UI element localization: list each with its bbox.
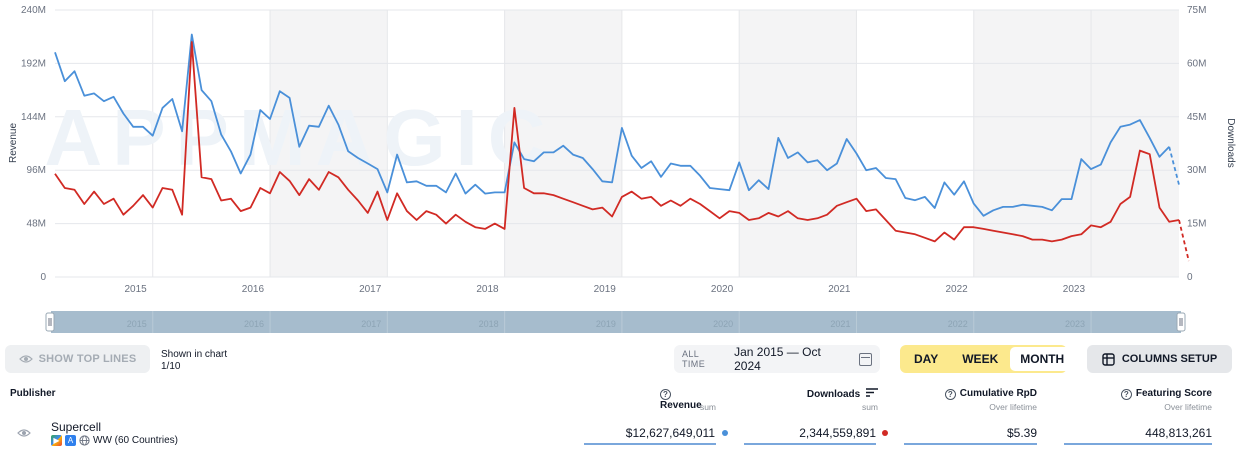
navigator-year-label: 2017 bbox=[361, 319, 381, 329]
left-tick-label: 240M bbox=[21, 5, 46, 16]
navigator-year-label: 2019 bbox=[596, 319, 616, 329]
header-downloads-sub: sum bbox=[861, 402, 878, 412]
right-tick-label: 45M bbox=[1187, 112, 1206, 123]
downloads-legend-dot bbox=[882, 430, 888, 436]
header-revenue-label: Revenue bbox=[660, 400, 702, 411]
revenue-legend-dot bbox=[722, 430, 728, 436]
right-tick-label: 15M bbox=[1187, 219, 1206, 230]
navigator-year-label: 2021 bbox=[830, 319, 850, 329]
revenue-downloads-chart[interactable]: APPMAGIC 0 48M 96M 144M 192M 240M 0 15M 30M 45M 6… bbox=[0, 0, 1240, 300]
year-tick-label: 2023 bbox=[1063, 284, 1086, 295]
navigator-right-handle[interactable] bbox=[1176, 312, 1186, 332]
google-play-icon: ▶ bbox=[51, 435, 62, 446]
help-icon[interactable]: ? bbox=[944, 389, 956, 400]
header-revenue[interactable]: ?Revenue bbox=[660, 388, 716, 411]
featuring-value: 448,813,261 bbox=[1145, 426, 1212, 440]
header-rpd[interactable]: ? Cumulative RpD bbox=[944, 388, 1037, 400]
shown-in-chart: Shown in chart 1/10 bbox=[161, 349, 227, 373]
columns-setup-label: COLUMNS SETUP bbox=[1121, 353, 1218, 365]
columns-icon bbox=[1102, 352, 1115, 366]
year-band bbox=[973, 10, 1092, 277]
downloads-value: 2,344,559,891 bbox=[799, 426, 876, 440]
all-time-label[interactable]: ALL TIME bbox=[682, 349, 706, 369]
year-tick-label: 2018 bbox=[476, 284, 499, 295]
show-top-lines-label: SHOW TOP LINES bbox=[38, 353, 137, 365]
right-tick-label: 75M bbox=[1187, 5, 1206, 16]
right-tick-label: 60M bbox=[1187, 58, 1206, 69]
rpd-value: $5.39 bbox=[1006, 426, 1037, 440]
year-tick-label: 2015 bbox=[124, 284, 147, 295]
right-tick-label: 0 bbox=[1187, 272, 1193, 283]
globe-icon bbox=[79, 435, 90, 446]
featuring-underline bbox=[1064, 443, 1212, 445]
navigator-year-label: 2015 bbox=[127, 319, 147, 329]
granularity-month[interactable]: MONTH bbox=[1010, 347, 1075, 371]
app-store-icon: A bbox=[65, 435, 76, 446]
year-band bbox=[739, 10, 857, 277]
left-tick-label: 0 bbox=[40, 272, 46, 283]
header-rpd-sub: Over lifetime bbox=[989, 402, 1037, 412]
left-tick-label: 192M bbox=[21, 58, 46, 69]
right-axis-label: Downloads bbox=[1225, 118, 1236, 167]
year-tick-label: 2019 bbox=[594, 284, 617, 295]
year-band bbox=[1091, 10, 1179, 277]
watermark: APPMAGIC bbox=[44, 93, 555, 182]
header-featuring-sub: Over lifetime bbox=[1164, 402, 1212, 412]
year-tick-label: 2016 bbox=[242, 284, 265, 295]
left-axis-label: Revenue bbox=[8, 123, 19, 163]
header-downloads[interactable]: Downloads bbox=[800, 388, 878, 400]
publisher-region: WW (60 Countries) bbox=[93, 435, 179, 446]
calendar-icon[interactable] bbox=[859, 352, 872, 366]
rpd-underline bbox=[904, 443, 1037, 445]
left-tick-label: 48M bbox=[27, 219, 46, 230]
publisher-stores: ▶ A WW (60 Countries) bbox=[51, 435, 178, 446]
year-tick-label: 2020 bbox=[711, 284, 734, 295]
year-band bbox=[504, 10, 622, 277]
header-publisher[interactable]: Publisher bbox=[10, 388, 56, 399]
downloads-projection bbox=[1178, 219, 1190, 262]
shown-in-chart-label: Shown in chart bbox=[161, 349, 228, 360]
granularity-day[interactable]: DAY bbox=[914, 352, 939, 366]
revenue-underline bbox=[584, 443, 716, 445]
header-featuring-label: Featuring Score bbox=[1135, 388, 1212, 399]
eye-icon[interactable] bbox=[17, 428, 31, 438]
shown-in-chart-count: 1/10 bbox=[161, 361, 181, 372]
publisher-name[interactable]: Supercell bbox=[51, 420, 102, 434]
year-tick-label: 2017 bbox=[359, 284, 382, 295]
help-icon[interactable]: ? bbox=[660, 389, 671, 400]
revenue-value: $12,627,649,011 bbox=[625, 426, 715, 440]
header-downloads-label: Downloads bbox=[806, 389, 861, 400]
left-tick-label: 144M bbox=[21, 112, 46, 123]
show-top-lines-button[interactable]: SHOW TOP LINES bbox=[5, 345, 150, 373]
navigator-year-label: 2016 bbox=[244, 319, 264, 329]
granularity-week[interactable]: WEEK bbox=[962, 352, 999, 366]
navigator-left-handle[interactable] bbox=[45, 312, 55, 332]
eye-icon bbox=[18, 355, 33, 363]
granularity-toggle[interactable]: DAY WEEK MONTH bbox=[900, 345, 1075, 373]
date-range-value[interactable]: Jan 2015 — Oct 2024 bbox=[734, 345, 821, 373]
revenue-line bbox=[54, 33, 1170, 217]
header-featuring[interactable]: ? Featuring Score bbox=[1110, 388, 1212, 400]
navigator-year-label: 2022 bbox=[948, 319, 968, 329]
columns-setup-button[interactable]: COLUMNS SETUP bbox=[1087, 345, 1232, 373]
downloads-underline bbox=[744, 443, 876, 445]
navigator-year-label: 2020 bbox=[713, 319, 733, 329]
help-icon[interactable]: ? bbox=[1120, 389, 1132, 400]
right-tick-label: 30M bbox=[1187, 165, 1206, 176]
year-band bbox=[270, 10, 388, 277]
header-rpd-label: Cumulative RpD bbox=[959, 388, 1037, 399]
left-tick-label: 96M bbox=[27, 165, 46, 176]
navigator-range[interactable] bbox=[51, 311, 1181, 333]
header-revenue-sub: sum bbox=[699, 402, 716, 412]
year-tick-label: 2021 bbox=[828, 284, 851, 295]
year-tick-label: 2022 bbox=[945, 284, 968, 295]
date-range-picker[interactable]: ALL TIME Jan 2015 — Oct 2024 bbox=[674, 345, 880, 373]
time-navigator[interactable]: 2015 2016 2017 2018 2019 2020 2021 2022 2023 bbox=[0, 308, 1240, 336]
navigator-year-label: 2023 bbox=[1065, 319, 1085, 329]
sort-icon[interactable] bbox=[866, 388, 878, 397]
navigator-year-label: 2018 bbox=[479, 319, 499, 329]
downloads-line bbox=[54, 41, 1180, 243]
